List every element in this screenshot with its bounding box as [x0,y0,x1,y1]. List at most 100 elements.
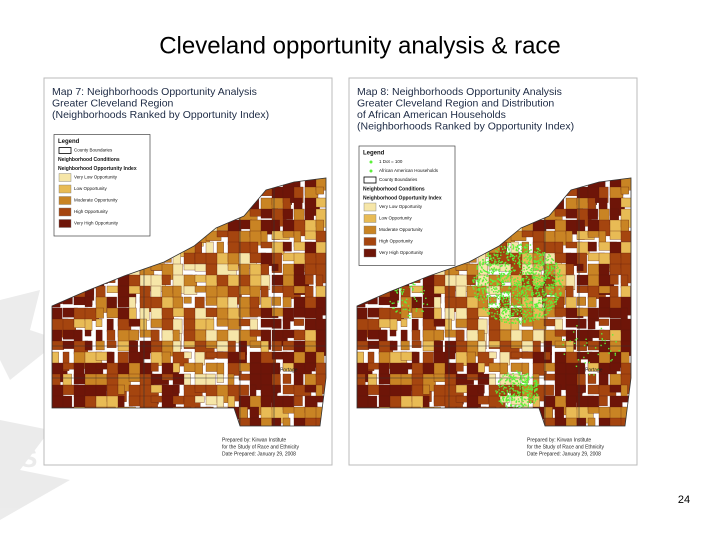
household-dot [513,395,515,397]
household-dot [498,272,501,275]
household-dot [523,381,525,383]
household-dot [534,316,537,318]
household-dot [515,304,517,307]
household-dot [523,376,525,379]
household-dot [530,389,533,391]
household-dot [404,300,406,303]
household-dot [486,286,489,288]
household-dot [516,313,519,316]
household-dot [489,283,492,285]
household-dot [509,404,512,407]
household-dot [530,384,532,386]
household-dot [496,391,499,393]
household-dot [544,277,547,279]
household-dot [550,269,552,272]
household-dot [485,309,487,311]
household-dot [519,320,521,322]
household-dot [474,292,476,294]
household-dot [497,298,500,300]
household-dot [478,288,480,290]
map-cell [205,241,214,255]
household-dot [497,269,500,271]
household-dot [519,391,522,394]
household-dot [515,394,518,397]
map-cell [304,274,314,285]
household-dot [608,352,610,354]
household-dot [533,277,535,279]
household-dot [519,287,521,289]
household-dot [514,278,516,280]
household-dot [511,378,514,381]
household-dot [502,295,504,298]
map-cell [576,296,586,306]
household-dot [543,251,546,254]
household-dot [519,372,521,374]
household-dot [524,294,526,297]
household-dot [527,244,529,247]
household-dot [538,301,541,304]
household-dot [551,305,553,307]
household-dot [508,322,511,324]
legend-item: Very High Opportunity [379,250,424,255]
household-dot [534,303,536,306]
household-dot [520,383,522,385]
household-dot [561,279,564,281]
household-dot [488,272,490,275]
household-dot [526,249,529,251]
household-dot [478,280,480,282]
household-dot [414,298,417,300]
household-dot [530,249,532,251]
household-dot [526,247,528,249]
household-dot [486,275,488,277]
household-dot [520,280,522,283]
household-dot [521,296,523,298]
map-cell [315,296,326,316]
household-dot [519,378,521,381]
legend-boundary-symbol [363,176,377,184]
household-dot [507,318,510,320]
household-dot [512,385,514,388]
household-dot [538,315,540,317]
household-dot [481,271,483,273]
household-dot [389,300,391,303]
household-dot [502,309,505,312]
household-dot [511,266,514,269]
map-cell [84,329,92,337]
household-dot [499,298,502,300]
household-dot [533,260,536,263]
household-dot [526,251,528,253]
household-dot [475,296,477,298]
household-dot [393,307,395,309]
household-dot [530,320,532,322]
household-dot [541,268,544,270]
household-dot [585,338,587,340]
map-cell [444,351,456,360]
household-dot [523,377,525,380]
map-cell [422,384,430,395]
household-dot [535,381,538,383]
household-dot [479,264,481,267]
household-dot [504,247,506,250]
household-dot [524,315,527,318]
household-dot [522,380,524,383]
household-dot [512,259,515,262]
household-dot [506,292,509,294]
legend-heading: Legend [363,151,385,157]
household-dot [545,298,547,301]
household-dot [507,303,510,305]
household-dot [482,308,485,310]
household-dot [530,401,532,403]
household-dot [574,339,577,341]
household-dot [517,398,520,400]
household-dot [508,274,510,277]
household-dot [533,259,535,262]
household-dot [489,303,491,305]
household-dot [529,263,531,265]
household-dot [534,287,536,289]
household-dot [488,308,490,310]
household-dot [544,299,546,301]
household-dot [487,275,489,277]
household-dot [550,262,553,264]
household-dot [520,293,523,296]
household-dot [522,292,524,294]
